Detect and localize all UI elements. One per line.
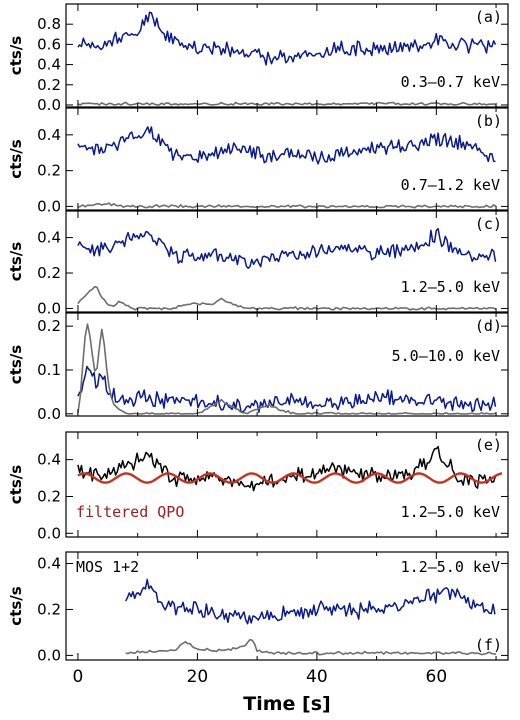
plot-frame-a <box>65 3 509 108</box>
series-source-e <box>77 445 497 492</box>
y-tick-label: 0.0 <box>37 197 61 215</box>
energy-band-label: 1.2–5.0 keV <box>401 278 500 296</box>
energy-band-label: 0.3–0.7 keV <box>401 73 500 91</box>
plot-frame-f <box>65 551 509 661</box>
y-axis-label: cts/s <box>7 345 25 384</box>
series-background-a <box>77 101 497 106</box>
y-tick-label: 0.6 <box>37 35 61 53</box>
series-source-f <box>125 578 496 625</box>
panel-letter: (e) <box>475 436 502 454</box>
panel-f: 0.0 0.2 0.4 cts/s (f) 1.2–5.0 keV MOS 1+2 0 20 40… <box>7 551 509 715</box>
energy-band-label: 1.2–5.0 keV <box>401 558 500 576</box>
y-axis-label: cts/s <box>7 36 25 75</box>
instrument-label: MOS 1+2 <box>76 558 139 576</box>
y-tick-label: 0.2 <box>37 317 61 335</box>
plot-frame-b <box>65 107 509 211</box>
x-tick-label: 20 <box>187 667 209 687</box>
y-axis-label: cts/s <box>7 465 25 504</box>
series-background-f <box>125 638 497 656</box>
x-tick-label: 60 <box>426 667 448 687</box>
panel-e: 0.0 0.2 0.4 cts/s (e) 1.2–5.0 keV filtered QPO <box>7 431 509 542</box>
panel-letter: (d) <box>475 317 502 335</box>
y-tick-label: 0.0 <box>37 646 61 664</box>
series-background-c <box>77 285 497 311</box>
y-tick-label: 0.2 <box>37 162 61 180</box>
y-tick-label: 0.4 <box>37 451 61 469</box>
y-tick-label: 0.1 <box>37 361 61 379</box>
y-axis-label: cts/s <box>7 139 25 178</box>
x-tick-label: 0 <box>73 667 84 687</box>
series-source-a <box>77 11 497 66</box>
plot-frame-e <box>65 431 509 538</box>
y-tick-label: 0.8 <box>37 15 61 33</box>
panel-letter: (a) <box>475 8 502 26</box>
y-tick-label: 0.4 <box>37 126 61 144</box>
y-tick-label: 0.4 <box>37 229 61 247</box>
y-tick-label: 0.0 <box>37 405 61 423</box>
y-tick-label: 0.4 <box>37 56 61 74</box>
panel-letter: (b) <box>475 112 502 130</box>
panel-letter: (c) <box>475 215 502 233</box>
panel-b: 0.0 0.2 0.4 cts/s (b) 0.7–1.2 keV <box>7 107 509 215</box>
series-qpo-e <box>77 472 503 484</box>
series-source-b <box>77 126 496 165</box>
y-tick-label: 0.0 <box>37 299 61 317</box>
series-background-d <box>77 323 497 415</box>
y-tick-label: 0.2 <box>37 264 61 282</box>
panel-a: 0.0 0.2 0.4 0.6 0.8 cts/s (a) 0.3–0.7 keV <box>7 3 509 114</box>
panel-letter: (f) <box>475 636 502 654</box>
series-source-d <box>77 365 497 413</box>
series-source-c <box>77 227 497 269</box>
plot-frame-d <box>65 312 509 417</box>
panel-c: 0.0 0.2 0.4 cts/s (c) 1.2–5.0 keV <box>7 210 509 317</box>
plot-frame-c <box>65 210 509 313</box>
y-tick-label: 0.2 <box>37 600 61 618</box>
panel-d: 0.0 0.1 0.2 cts/s (d) 5.0–10.0 keV <box>7 312 509 423</box>
y-tick-label: 0.4 <box>37 554 61 572</box>
series-background-b <box>77 202 497 209</box>
y-tick-label: 0.2 <box>37 76 61 94</box>
y-tick-label: 0.0 <box>37 524 61 542</box>
y-axis-label: cts/s <box>7 586 25 625</box>
energy-band-label: 0.7–1.2 keV <box>401 176 500 194</box>
energy-band-label: 1.2–5.0 keV <box>401 503 500 521</box>
energy-band-label: 5.0–10.0 keV <box>392 347 500 365</box>
x-axis-label: Time [s] <box>243 693 330 715</box>
y-tick-label: 0.0 <box>37 96 61 114</box>
y-axis-label: cts/s <box>7 242 25 281</box>
y-tick-label: 0.2 <box>37 487 61 505</box>
x-tick-label: 40 <box>306 667 328 687</box>
filtered-qpo-label: filtered QPO <box>76 503 184 521</box>
